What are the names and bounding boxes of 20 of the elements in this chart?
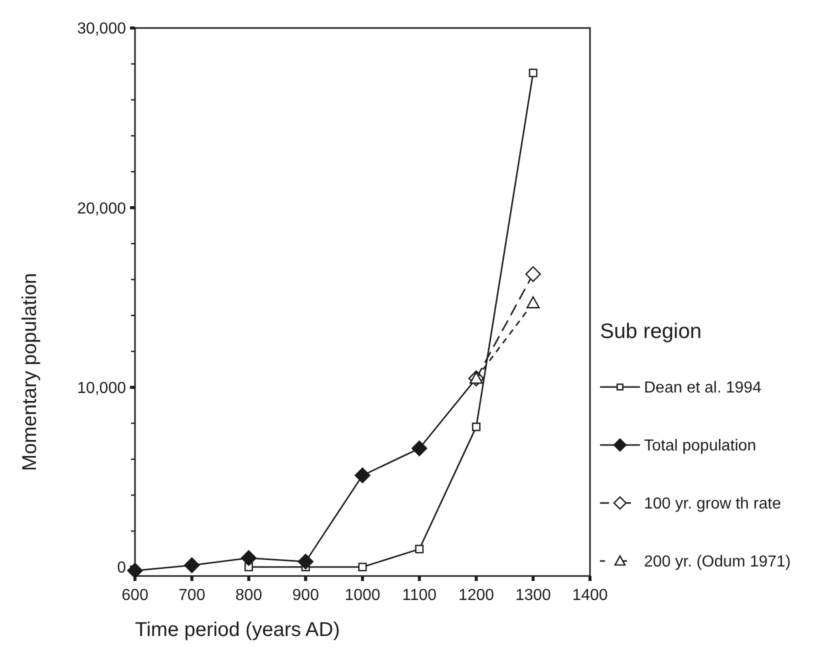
legend-label: 200 yr. (Odum 1971) (644, 554, 791, 571)
y-tick-label: 30,000 (77, 20, 126, 38)
y-tick-label: 10,000 (77, 380, 126, 397)
x-tick-label: 1400 (572, 587, 608, 604)
y-tick-label: 20,000 (77, 200, 126, 218)
legend-label: Total population (644, 438, 756, 455)
x-tick-label: 700 (178, 587, 206, 604)
x-tick-label: 1300 (515, 587, 552, 604)
x-tick-label: 1100 (402, 587, 437, 604)
y-tick-label: 0 (117, 560, 126, 577)
x-axis-title: Time period (years AD) (135, 619, 340, 641)
x-tick-label: 1200 (458, 587, 494, 604)
legend-label: Dean et al. 1994 (644, 380, 762, 397)
legend-label: 100 yr. grow th rate (644, 496, 782, 513)
y-axis-title: Momentary population (19, 273, 41, 471)
x-tick-label: 600 (122, 587, 148, 604)
legend-title: Sub region (600, 320, 702, 343)
x-tick-label: 1000 (344, 587, 380, 604)
x-tick-label: 800 (235, 587, 262, 604)
x-tick-label: 900 (292, 587, 320, 604)
